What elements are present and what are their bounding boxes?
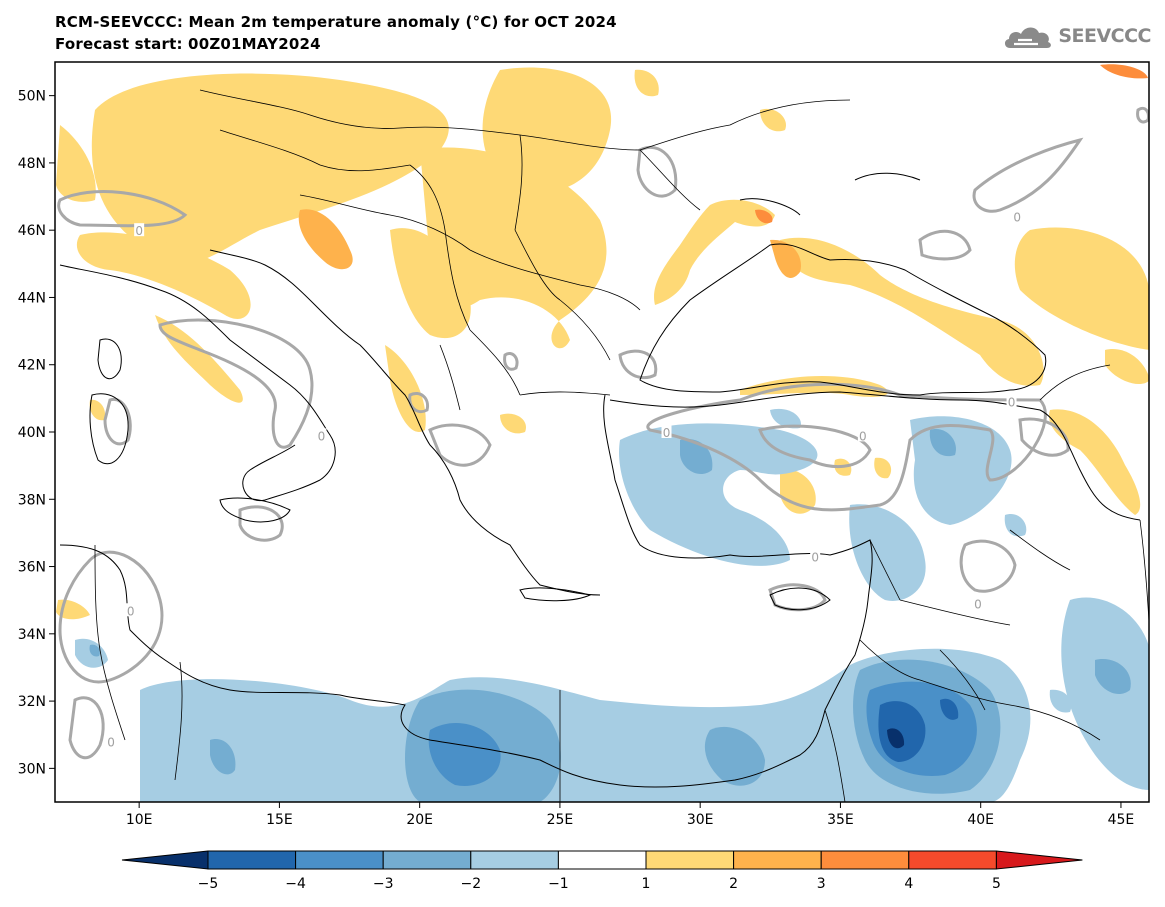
- contour-label: 0: [663, 426, 671, 440]
- lat-tick-label: 30N: [18, 761, 46, 777]
- contour-label-bg: [125, 603, 136, 617]
- contour-label: 0: [318, 429, 326, 443]
- colorbar-bin: [820, 850, 910, 870]
- colorbar-label: −3: [373, 876, 394, 892]
- forecast-start: Forecast start: 00Z01MAY2024: [55, 35, 321, 53]
- colorbar-bin: [207, 850, 297, 870]
- lat-tick-label: 48N: [18, 156, 46, 172]
- anomaly-field: [56, 64, 1149, 802]
- longitude-ticks: 10E 15E 20E 25E 30E 35E 40E 45E: [126, 802, 1134, 828]
- chart-title: RCM-SEEVCCC: Mean 2m temperature anomaly…: [55, 13, 617, 31]
- contour-label-bg: [810, 549, 821, 563]
- colorbar-bin: [645, 850, 735, 870]
- colorbar-label: −5: [198, 876, 219, 892]
- lon-tick-label: 40E: [967, 812, 994, 828]
- lon-tick-label: 45E: [1108, 812, 1135, 828]
- cloud-icon: [1005, 27, 1052, 48]
- lat-tick-label: 40N: [18, 425, 46, 441]
- contour-label: 0: [1008, 396, 1016, 410]
- lat-tick-label: 50N: [18, 89, 46, 105]
- coastlines: [59, 172, 1141, 788]
- contour-label-bg: [106, 734, 117, 748]
- lat-tick-label: 46N: [18, 223, 46, 239]
- contour-labels: 0 0 0 0 0 0 0 0 0 0: [106, 209, 1023, 749]
- colorbar-bin: [470, 850, 559, 870]
- latitude-ticks: 50N 48N 46N 44N 42N 40N 38N 36N 34N 32N 30N: [18, 89, 55, 777]
- colorbar-label: 1: [642, 876, 651, 892]
- lat-tick-label: 38N: [18, 492, 46, 508]
- lat-tick-label: 44N: [18, 290, 46, 306]
- colorbar-bin: [382, 850, 472, 870]
- contour-label: 0: [811, 550, 819, 564]
- contour-label: 0: [127, 604, 135, 618]
- colorbar-extend-high: [995, 850, 1083, 870]
- contour-label-bg: [972, 596, 983, 610]
- colorbar-label: 4: [904, 876, 913, 892]
- contour-label: 0: [135, 224, 143, 238]
- colorbar-label: −1: [548, 876, 569, 892]
- colorbar-label: 3: [817, 876, 826, 892]
- country-borders: [94, 89, 1149, 802]
- contour-label-bg: [857, 428, 868, 442]
- lat-tick-label: 42N: [18, 358, 46, 374]
- colorbar-bin: [557, 850, 647, 870]
- colorbar-label: 5: [992, 876, 1001, 892]
- contour-label: 0: [107, 735, 115, 749]
- cold-anomaly-4-5: [878, 698, 959, 762]
- logo-text: SEEVCCC: [1058, 25, 1151, 47]
- lat-tick-label: 34N: [18, 627, 46, 643]
- colorbar-label: −2: [460, 876, 481, 892]
- contour-label: 0: [974, 598, 982, 612]
- lon-tick-label: 25E: [547, 812, 574, 828]
- contour-label-bg: [1006, 394, 1017, 408]
- colorbar-bin: [295, 850, 384, 870]
- seevccc-logo: SEEVCCC: [1002, 22, 1151, 50]
- cold-anomaly-below-5: [887, 728, 905, 749]
- contour-label: 0: [1013, 211, 1021, 225]
- lon-tick-label: 35E: [827, 812, 854, 828]
- colorbar-label: 2: [729, 876, 738, 892]
- colorbar-bin: [733, 850, 822, 870]
- warm-anomaly-1-2: [56, 67, 1149, 620]
- lat-tick-label: 36N: [18, 560, 46, 576]
- contour-label-bg: [134, 223, 145, 237]
- colorbar-label: −4: [285, 876, 306, 892]
- contour-label: 0: [859, 429, 867, 443]
- lon-tick-label: 30E: [687, 812, 714, 828]
- contour-label-bg: [661, 425, 672, 438]
- contour-label-bg: [316, 428, 327, 442]
- colorbar: −5 −4 −3 −2 −1 1 2 3 4 5: [121, 850, 1083, 892]
- warm-anomaly-2-3: [298, 209, 801, 278]
- lon-tick-label: 15E: [266, 812, 293, 828]
- contour-label-bg: [1012, 209, 1023, 223]
- zero-contours: [57, 106, 1149, 759]
- lon-tick-label: 10E: [126, 812, 153, 828]
- lon-tick-label: 20E: [406, 812, 433, 828]
- warm-anomaly-3-4: [755, 64, 1148, 224]
- colorbar-bin: [908, 850, 997, 870]
- lat-tick-label: 32N: [18, 694, 46, 710]
- colorbar-extend-low: [121, 850, 209, 870]
